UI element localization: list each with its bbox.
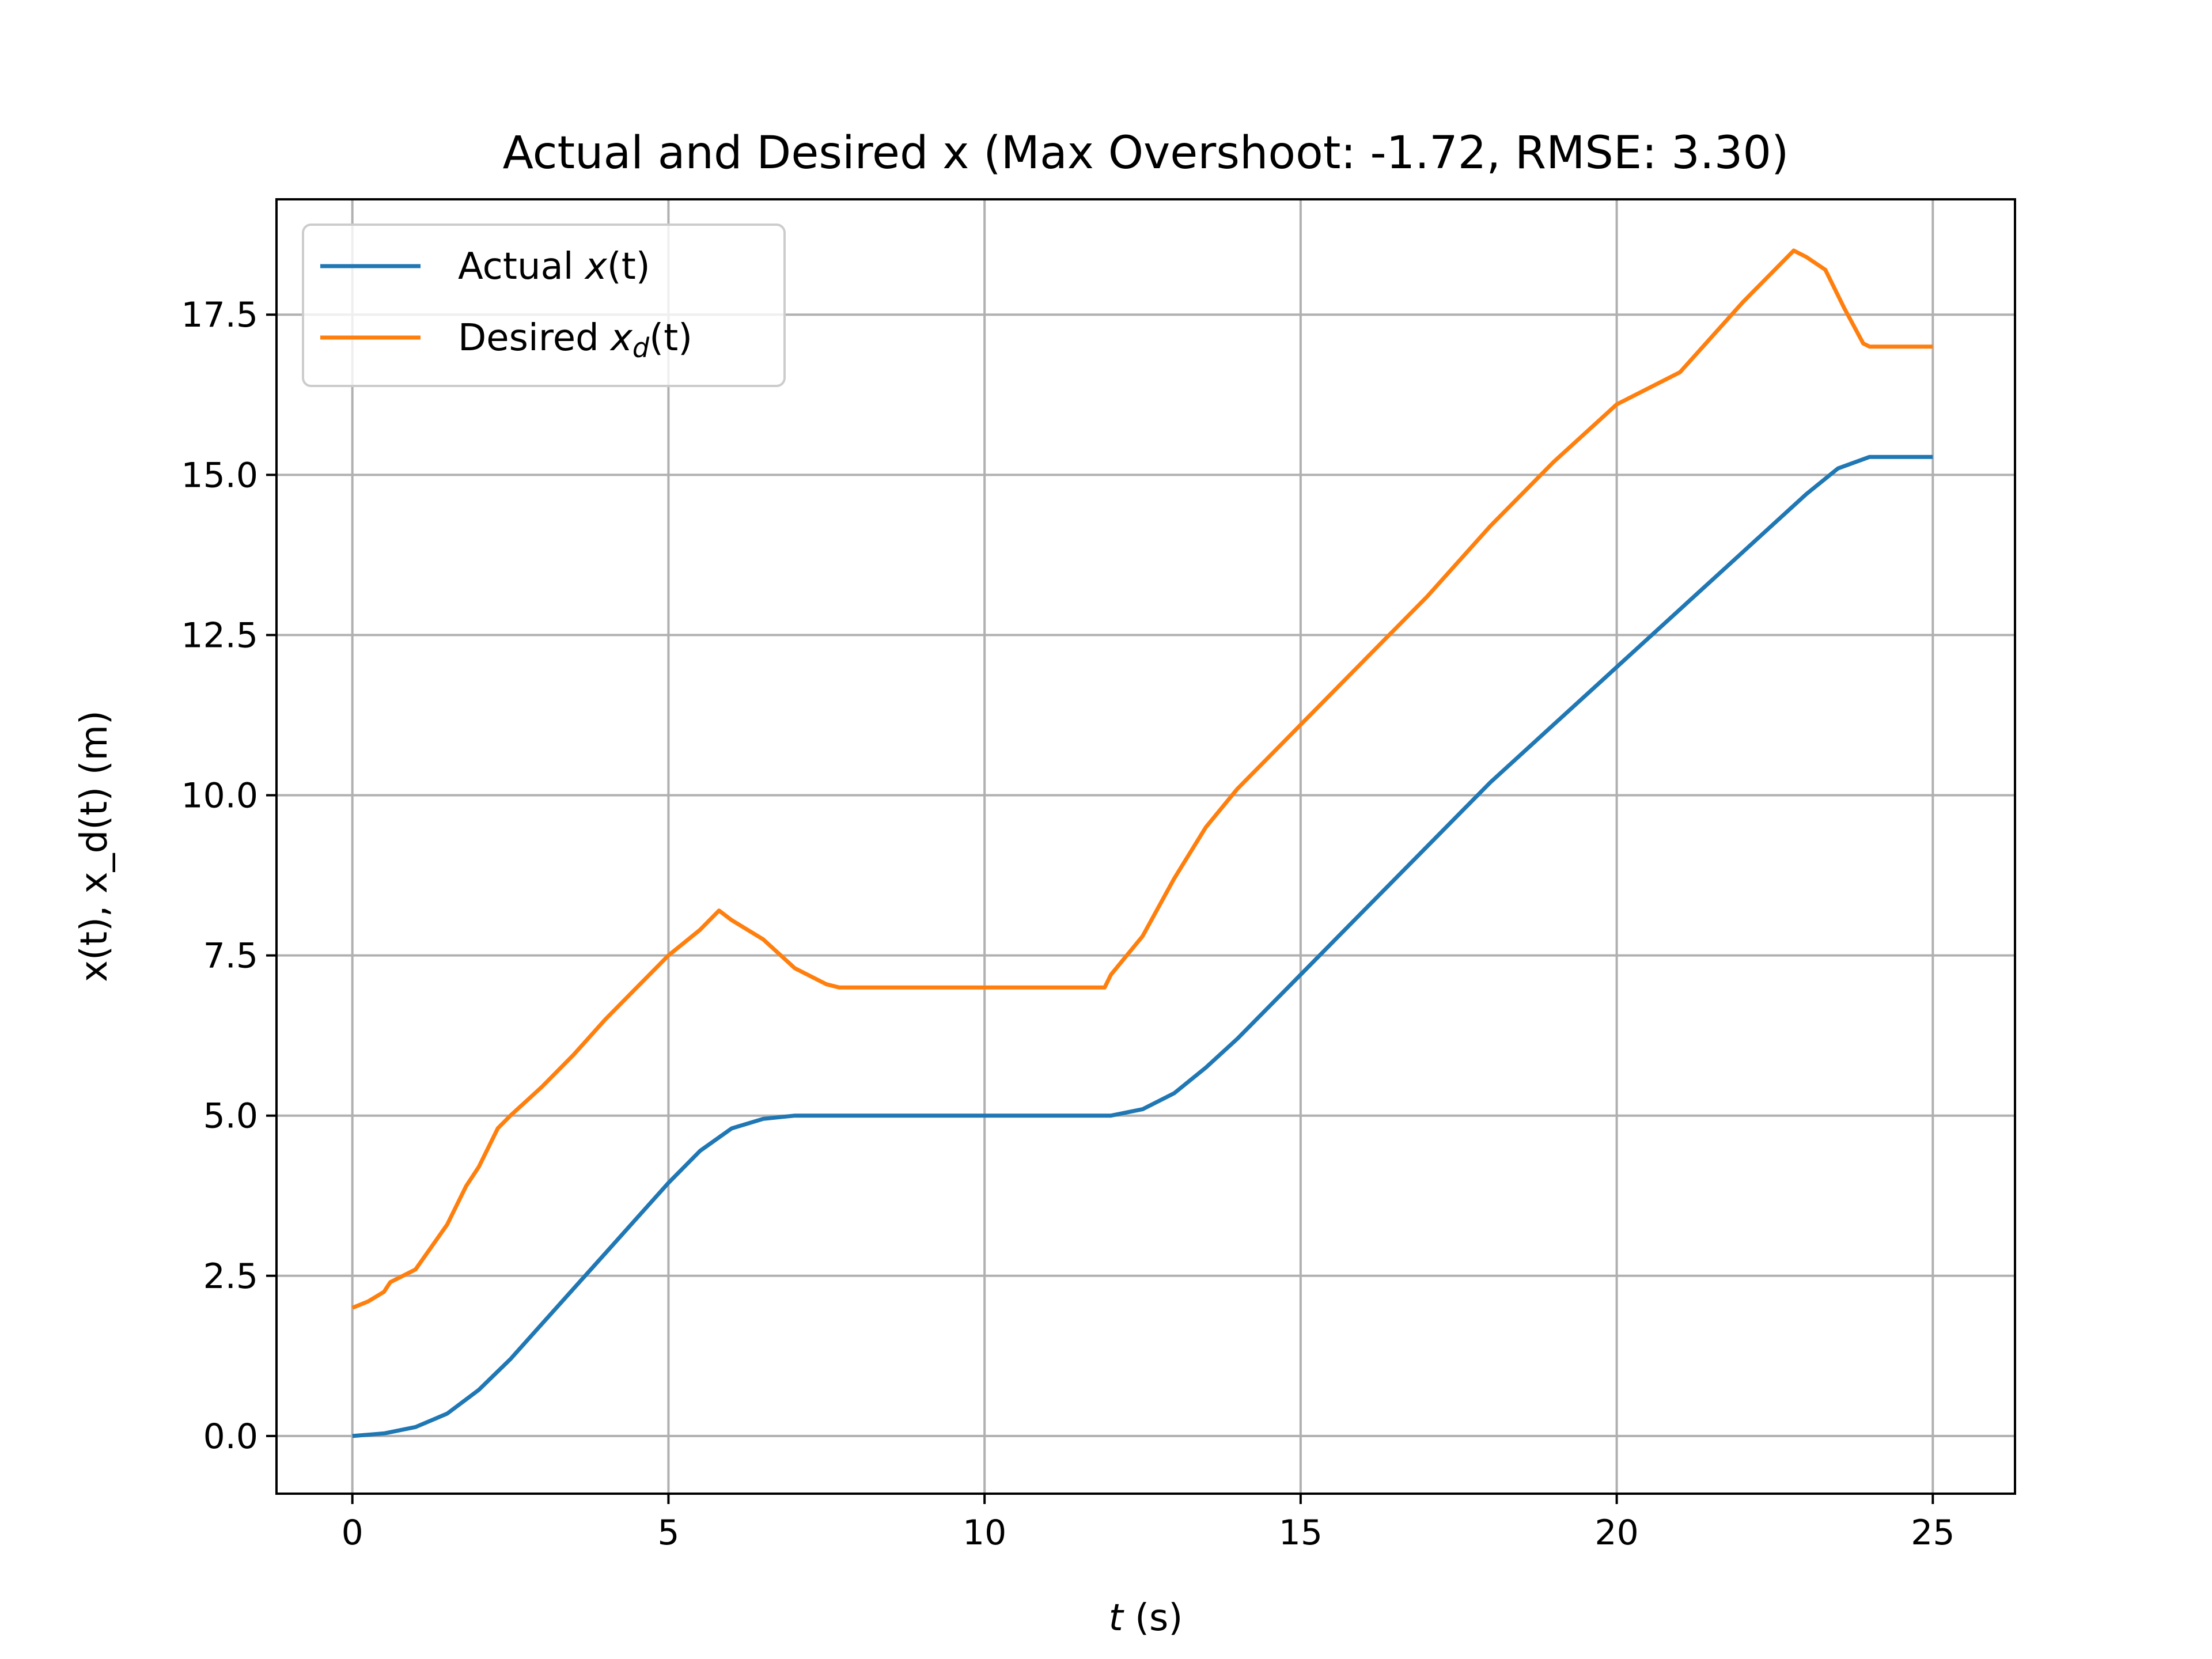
y-tick-label: 7.5 <box>203 936 258 976</box>
y-tick-label: 12.5 <box>181 615 258 656</box>
axis-ticks: 0 5 10 15 20 25 0.0 2.5 5.0 7.5 10.0 12.5 15.0 17.5 <box>181 295 1955 1553</box>
y-tick-label: 5.0 <box>203 1096 258 1137</box>
x-axis-label-unit: (s) <box>1123 1597 1183 1639</box>
x-axis-label-var: t <box>1109 1597 1125 1639</box>
legend-label-subscript: d <box>632 332 650 363</box>
y-tick-label: 0.0 <box>203 1416 258 1457</box>
x-tick-label: 10 <box>963 1513 1006 1553</box>
y-axis-label: x(t), x_d(t) (m) <box>73 710 116 982</box>
x-tick-label: 0 <box>342 1513 363 1553</box>
x-tick-label: 25 <box>1911 1513 1955 1553</box>
grid <box>276 199 2015 1494</box>
x-axis-label: t (s) <box>1109 1597 1183 1639</box>
legend-label-suffix: (t) <box>607 245 650 288</box>
y-tick-label: 2.5 <box>203 1256 258 1297</box>
chart-title: Actual and Desired x (Max Overshoot: -1.… <box>503 127 1789 179</box>
legend-label-var: x <box>609 317 633 359</box>
series-line-desired <box>351 248 1933 1310</box>
legend-label: Actual x(t) <box>458 245 650 288</box>
legend-label-prefix: Actual <box>458 245 585 288</box>
series-layer <box>351 248 1933 1438</box>
legend-label-prefix: Desired <box>458 317 611 359</box>
y-tick-label: 15.0 <box>181 455 258 495</box>
legend: Actual x(t)Desired xd(t) <box>302 224 786 387</box>
x-tick-label: 15 <box>1279 1513 1323 1553</box>
legend-label: Desired xd(t) <box>458 317 692 363</box>
legend-label-var: x <box>584 245 608 288</box>
series-line-actual <box>352 454 1933 1438</box>
y-tick-label: 10.0 <box>181 776 258 816</box>
plot-frame <box>275 198 2016 1495</box>
legend-box <box>302 224 786 387</box>
x-tick-label: 20 <box>1594 1513 1638 1553</box>
legend-label-suffix: (t) <box>649 317 692 359</box>
x-tick-label: 5 <box>657 1513 679 1553</box>
y-tick-label: 17.5 <box>181 295 258 335</box>
